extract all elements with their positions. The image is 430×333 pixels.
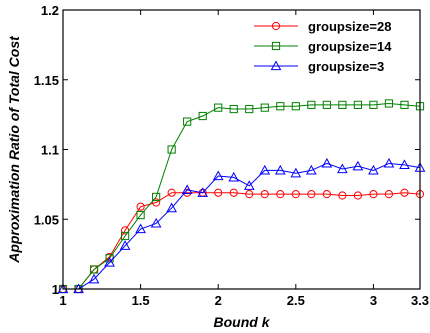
- y-axis-label: Approximation Ratio of Total Cost: [6, 35, 22, 264]
- data-point: [307, 100, 316, 109]
- data-point: [399, 159, 410, 169]
- data-point: [245, 104, 254, 114]
- data-point: [400, 188, 409, 197]
- data-point: [305, 164, 317, 175]
- data-point: [353, 100, 363, 109]
- legend-marker: [271, 41, 281, 51]
- x-tick-label: 3.3: [411, 293, 429, 308]
- data-point: [229, 104, 238, 114]
- series-triangle: [57, 157, 426, 294]
- data-point: [307, 190, 316, 199]
- data-point: [119, 240, 131, 250]
- legend-marker: [270, 60, 282, 71]
- data-point: [369, 190, 378, 199]
- data-point: [245, 190, 254, 199]
- series-line: [63, 192, 421, 290]
- y-tick-label: 1.2: [41, 3, 59, 18]
- legend-item: groupsize=3: [254, 59, 384, 74]
- data-point: [276, 190, 285, 199]
- data-point: [322, 190, 331, 199]
- data-point: [383, 157, 395, 168]
- data-point: [384, 99, 394, 108]
- data-point: [369, 100, 378, 109]
- data-point: [183, 117, 192, 126]
- data-point: [198, 111, 207, 121]
- x-tick-label: 1: [59, 293, 66, 308]
- data-point: [136, 210, 145, 220]
- legend-item: groupsize=14: [254, 39, 392, 54]
- plot-series-layer: [57, 99, 426, 294]
- data-point: [243, 180, 255, 190]
- data-point: [181, 184, 193, 195]
- data-point: [167, 145, 176, 154]
- data-point: [290, 167, 302, 178]
- data-point: [152, 198, 161, 207]
- data-point: [260, 190, 269, 199]
- data-point: [260, 103, 269, 112]
- data-point: [400, 100, 409, 109]
- series-circle: [58, 188, 425, 294]
- data-point: [353, 191, 363, 200]
- y-tick-label: 1.15: [34, 73, 59, 88]
- x-tick-label: 1.5: [132, 293, 150, 308]
- data-point: [150, 217, 162, 228]
- data-point: [214, 103, 223, 112]
- data-point: [152, 192, 161, 202]
- data-point: [228, 171, 240, 182]
- data-point: [229, 188, 238, 197]
- series-line: [63, 162, 421, 290]
- data-point: [136, 202, 145, 211]
- x-tick-label: 2.5: [287, 293, 305, 308]
- data-point: [291, 190, 300, 199]
- data-point: [259, 164, 271, 175]
- data-point: [167, 188, 176, 197]
- x-axis-label: Bound k: [214, 314, 271, 330]
- data-point: [88, 273, 100, 284]
- data-point: [89, 265, 99, 274]
- data-point: [120, 231, 130, 241]
- data-point: [135, 223, 146, 234]
- legend-label: groupsize=14: [308, 39, 392, 54]
- data-point: [212, 170, 224, 181]
- data-point: [338, 100, 347, 109]
- legend-label: groupsize=28: [308, 19, 391, 34]
- legend-marker: [271, 21, 281, 31]
- series-square: [58, 99, 425, 294]
- data-point: [368, 164, 379, 175]
- axis-ticks: 1 1.5 2 2.5 3 3.3 1 1.05 1.1 1.15 1.2: [34, 3, 429, 308]
- data-point: [276, 102, 285, 111]
- data-point: [104, 256, 115, 267]
- legend-label: groupsize=3: [308, 59, 384, 74]
- data-point: [337, 163, 348, 174]
- y-tick-label: 1: [52, 282, 59, 297]
- x-tick-label: 3: [370, 293, 377, 308]
- data-point: [214, 188, 223, 197]
- data-point: [321, 157, 333, 168]
- y-tick-label: 1.05: [34, 212, 59, 227]
- y-tick-label: 1.1: [41, 143, 59, 158]
- data-point: [338, 191, 347, 200]
- data-point: [274, 164, 286, 175]
- data-point: [197, 187, 209, 197]
- legend-item: groupsize=28: [254, 19, 391, 34]
- legend: groupsize=28 groupsize=14 groupsize=3: [254, 19, 392, 74]
- data-point: [166, 202, 178, 213]
- x-tick-label: 2: [215, 293, 222, 308]
- data-point: [322, 100, 331, 109]
- series-line: [63, 102, 421, 290]
- data-point: [291, 102, 300, 111]
- data-point: [352, 160, 364, 171]
- data-point: [384, 190, 394, 199]
